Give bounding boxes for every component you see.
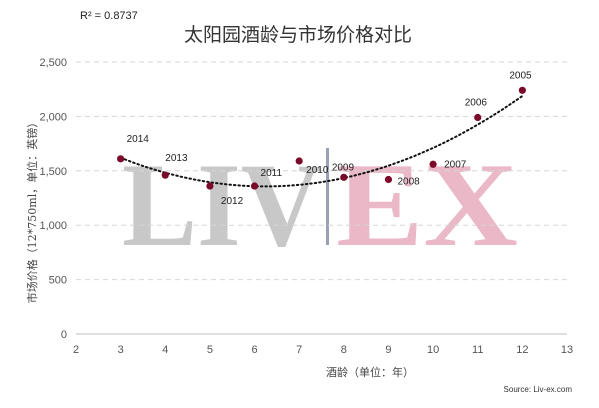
y-tick-label: 1,000 — [39, 220, 67, 232]
data-point — [161, 171, 169, 179]
data-label: 2013 — [165, 153, 188, 164]
x-tick-label: 3 — [118, 344, 124, 356]
data-points — [117, 86, 526, 190]
data-label: 2005 — [509, 70, 532, 81]
data-point — [250, 182, 259, 190]
r-squared: R² = 0.8737 — [80, 10, 138, 22]
x-tick-label: 4 — [162, 344, 168, 356]
data-label: 2014 — [127, 134, 150, 145]
y-tick-label: 2,500 — [39, 57, 67, 69]
x-tick-label: 11 — [472, 344, 483, 356]
data-label: 2012 — [221, 196, 244, 207]
x-tick-label: 5 — [207, 344, 213, 356]
data-point — [429, 160, 437, 168]
x-tick-label: 6 — [251, 344, 257, 356]
data-point — [206, 182, 214, 190]
watermark-liv: LIV — [122, 138, 322, 271]
data-label: 2010 — [306, 165, 329, 176]
x-axis-label: 酒龄（单位：年） — [326, 365, 414, 379]
y-axis-label: 市场价格（12*750ml，单位：英镑） — [25, 117, 39, 303]
data-labels: 2014 2013 2012 2011 2010 2009 2008 2007 2006 2005 — [127, 70, 532, 207]
x-tick-label: 7 — [296, 344, 302, 356]
x-tick-labels: 2 3 4 5 6 7 8 9 10 11 12 13 — [73, 344, 573, 356]
data-point — [518, 86, 526, 94]
watermark-ex: EX — [336, 138, 518, 271]
data-point — [295, 157, 303, 165]
data-label: 2008 — [397, 177, 420, 188]
watermark: LIV EX — [122, 138, 518, 271]
data-point — [340, 173, 348, 181]
x-tick-label: 13 — [561, 344, 573, 356]
data-point — [384, 175, 393, 184]
gridlines — [76, 61, 567, 281]
x-tick-label: 9 — [385, 344, 391, 356]
chart-title: 太阳园酒龄与市场价格对比 — [184, 24, 412, 46]
x-tick-label: 2 — [73, 344, 79, 356]
data-point — [117, 155, 125, 163]
data-point — [474, 113, 482, 122]
y-tick-label: 500 — [49, 275, 67, 287]
data-label: 2009 — [332, 162, 355, 173]
watermark-divider — [326, 148, 329, 245]
y-tick-label: 1,500 — [39, 166, 67, 178]
x-tick-label: 12 — [516, 344, 528, 356]
y-tick-labels: 0 500 1,000 1,500 2,000 2,500 — [39, 57, 67, 341]
x-tick-label: 10 — [427, 344, 439, 356]
source-credit: Source: Liv-ex.com — [504, 385, 573, 394]
data-label: 2007 — [444, 159, 467, 170]
y-tick-label: 2,000 — [39, 111, 67, 123]
data-label: 2011 — [261, 168, 283, 179]
trendline — [119, 95, 524, 188]
x-tick-label: 8 — [341, 344, 347, 356]
data-label: 2006 — [465, 97, 488, 108]
y-tick-label: 0 — [61, 329, 67, 341]
